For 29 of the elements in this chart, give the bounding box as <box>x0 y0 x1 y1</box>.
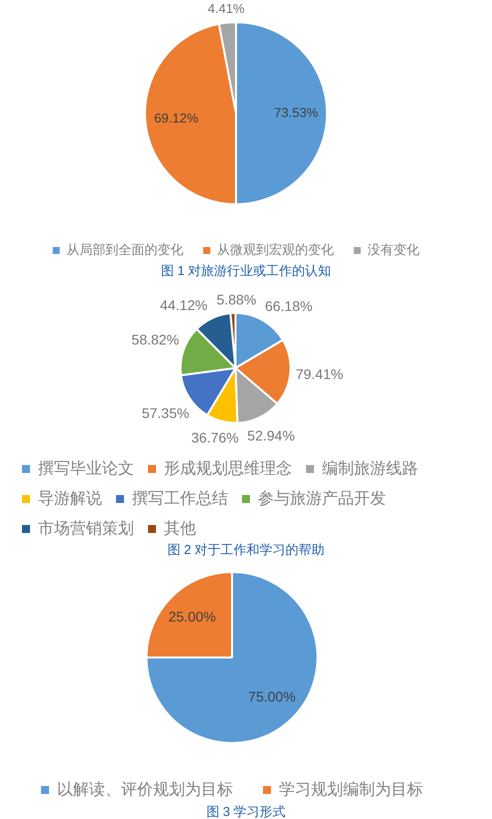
legend-label: 学习规划编制为目标 <box>279 780 423 798</box>
data-label: 36.76% <box>191 429 239 446</box>
legend-label: 其他 <box>164 519 196 538</box>
legend-label: 没有变化 <box>367 242 420 258</box>
text: 图 2 对于工作和学习的帮助 <box>166 541 326 559</box>
legend-label: 撰写毕业论文 <box>38 459 134 478</box>
data-label: 66.18% <box>264 298 312 314</box>
data-label: 52.94% <box>247 427 295 444</box>
legend-label: 从局部到全面的变化 <box>66 242 184 258</box>
legend-label: 编制旅游线路 <box>322 459 418 478</box>
data-label: 57.35% <box>142 404 190 421</box>
legend-label: 形成规划思维理念 <box>164 459 292 478</box>
legend-label: 撰写工作总结 <box>132 489 228 508</box>
data-label: 79.41% <box>296 366 344 382</box>
text: 图 1 对旅游行业或工作的认知 <box>160 262 332 280</box>
data-label: 75.00% <box>248 688 296 704</box>
data-label: 5.88% <box>216 292 256 308</box>
legend-label: 参与旅游产品开发 <box>258 489 386 508</box>
data-label: 58.82% <box>132 332 180 348</box>
legend-label: 从微观到宏观的变化 <box>216 242 334 258</box>
legend-label: 以解读、评价规划为目标 <box>57 780 233 798</box>
legend-label: 导游解说 <box>38 489 102 508</box>
text: 图 3 学习形式 <box>205 803 287 819</box>
data-label: 69.12% <box>154 110 199 126</box>
data-label: 73.53% <box>274 104 319 120</box>
data-label: 4.41% <box>208 1 246 16</box>
legend-label: 市场营销策划 <box>38 519 134 538</box>
data-label: 44.12% <box>160 297 208 314</box>
data-label: 25.00% <box>168 608 216 624</box>
